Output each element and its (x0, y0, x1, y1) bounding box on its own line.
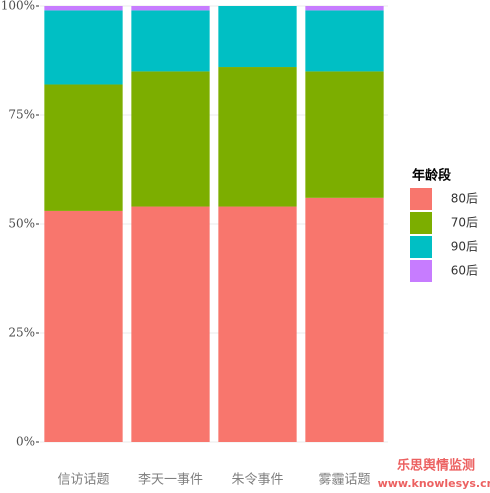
bar-segment (44, 210, 123, 442)
bar-segment (305, 197, 384, 442)
bar-segment (44, 10, 123, 85)
bar-segment (218, 206, 297, 442)
bar-segment (131, 6, 210, 11)
legend-label: 80后 (451, 192, 478, 206)
watermark: 乐思舆情监测 (397, 458, 475, 474)
bar-segment (44, 6, 123, 11)
bar-segment (131, 206, 210, 442)
y-tick-label: 50% (8, 217, 35, 231)
legend-title: 年龄段 (412, 168, 451, 184)
y-tick-label: 100% (1, 0, 35, 13)
legend-key (410, 236, 432, 258)
legend-key (410, 212, 432, 234)
watermark: www.knowlesys.cn (378, 477, 490, 490)
bar-segment (131, 71, 210, 207)
x-tick-label: 雾霾话题 (318, 473, 370, 488)
legend-label: 70后 (451, 216, 478, 230)
bar-segment (305, 71, 384, 198)
bar-segment (305, 10, 384, 72)
x-tick-label: 李天一事件 (138, 473, 203, 488)
bar-segment (218, 6, 297, 68)
y-tick-label: 25% (8, 326, 35, 340)
bar-segment (218, 67, 297, 207)
legend-key (410, 260, 432, 282)
legend-label: 60后 (451, 264, 478, 278)
bar-segment (305, 6, 384, 11)
x-tick-label: 信访话题 (57, 473, 109, 488)
bar-segment (131, 10, 210, 72)
x-tick-label: 朱令事件 (231, 473, 283, 488)
legend-key (410, 188, 432, 210)
legend-label: 90后 (451, 240, 478, 254)
y-tick-label: 0% (16, 435, 35, 449)
bar-segment (44, 84, 123, 211)
y-tick-label: 75% (8, 108, 35, 122)
